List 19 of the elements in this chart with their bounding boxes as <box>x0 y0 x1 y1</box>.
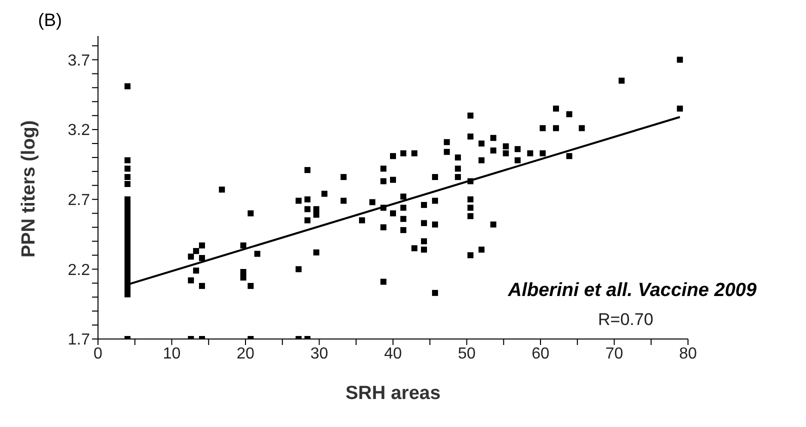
y-tick-label: 3.2 <box>68 122 90 140</box>
x-tick-label: 20 <box>236 345 254 362</box>
x-tick-label: 80 <box>679 345 697 362</box>
annotation: Alberini et all. Vaccine 2009 <box>508 280 757 302</box>
y-tick-label: 2.7 <box>68 192 90 210</box>
y-axis-title: PPN titers (log) <box>18 120 40 258</box>
x-tick-label: 30 <box>310 345 328 362</box>
y-tick-label: 2.2 <box>68 262 90 279</box>
x-tick-label: 50 <box>458 345 476 362</box>
x-tick-label: 60 <box>532 345 550 362</box>
y-tick-label: 3.7 <box>68 52 90 70</box>
y-tick-label: 1.7 <box>68 332 90 349</box>
x-tick-label: 70 <box>605 345 624 362</box>
annotation: R=0.70 <box>598 310 654 330</box>
x-tick-label: 40 <box>384 345 402 362</box>
x-axis-title: SRH areas <box>345 383 441 404</box>
text: (B) <box>38 10 62 31</box>
x-tick-label: 0 <box>94 345 103 362</box>
x-tick-label: 10 <box>162 345 181 362</box>
